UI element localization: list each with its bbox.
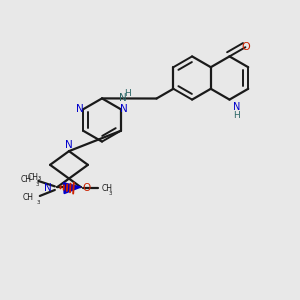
- Text: CH: CH: [22, 193, 33, 202]
- Text: N: N: [44, 183, 52, 193]
- Text: O: O: [82, 183, 90, 193]
- Text: N: N: [120, 104, 128, 114]
- Text: H: H: [234, 111, 240, 120]
- Text: H: H: [124, 89, 131, 98]
- Text: N: N: [76, 104, 84, 114]
- Text: 3: 3: [109, 190, 112, 196]
- Text: N: N: [233, 102, 241, 112]
- Polygon shape: [64, 183, 81, 194]
- Text: O: O: [241, 42, 250, 52]
- Text: N: N: [119, 93, 127, 103]
- Text: N: N: [65, 140, 73, 149]
- Text: CH: CH: [21, 175, 32, 184]
- Text: CH₃: CH₃: [28, 173, 42, 182]
- Text: 3: 3: [35, 182, 39, 187]
- Text: CH: CH: [102, 184, 113, 193]
- Text: 3: 3: [37, 200, 40, 205]
